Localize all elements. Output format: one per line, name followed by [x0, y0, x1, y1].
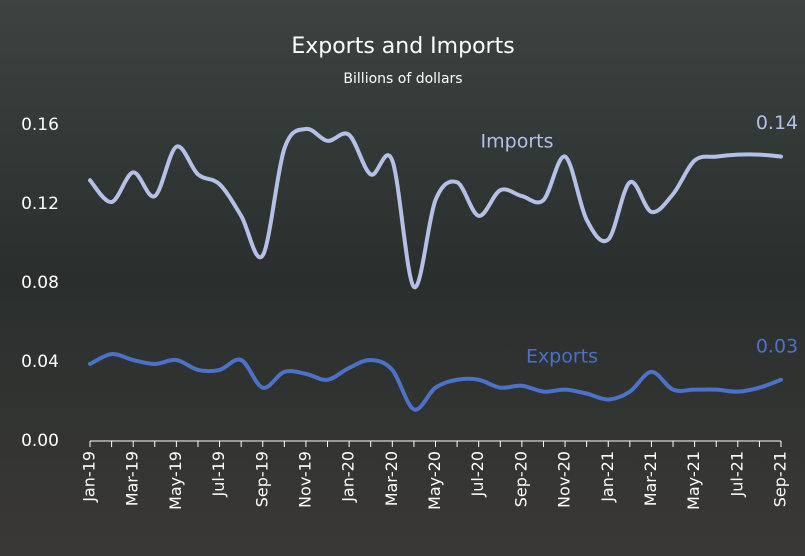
x-tick-label: Sep-19 [252, 451, 271, 507]
y-tick-label: 0.16 [21, 115, 59, 135]
x-tick-label: Mar-19 [123, 451, 142, 506]
series-label: Exports [526, 346, 598, 368]
data-label: 0.03 [756, 335, 798, 357]
x-tick-label: Jan-19 [80, 451, 99, 503]
x-tick-label: Mar-21 [641, 451, 660, 506]
x-tick-label: Sep-20 [511, 451, 530, 507]
x-tick-label: Mar-20 [382, 451, 401, 506]
y-tick-label: 0.12 [21, 194, 59, 214]
line [88, 352, 783, 412]
y-tick-label: 0.00 [21, 431, 59, 451]
chart-subtitle: Billions of dollars [343, 71, 462, 87]
x-tick-label: Nov-19 [295, 451, 314, 508]
x-tick-label: Sep-21 [771, 451, 790, 507]
data-label: 0.14 [756, 112, 798, 134]
x-tick-label: Jan-20 [339, 451, 358, 503]
x-tick-label: Jul-19 [209, 451, 228, 497]
x-tick-label: May-21 [684, 451, 703, 510]
x-tick-label: May-20 [425, 451, 444, 510]
x-tick-label: Jul-21 [727, 451, 746, 497]
chart-title: Exports and Imports [291, 34, 514, 59]
x-tick-label: Jul-20 [468, 451, 487, 497]
series-label: Imports [481, 131, 554, 153]
x-tick-label: May-19 [166, 451, 185, 510]
line [88, 126, 783, 289]
x-tick-label: Nov-20 [555, 451, 574, 508]
x-tick-label: Jan-21 [598, 451, 617, 503]
y-tick-label: 0.04 [21, 352, 59, 372]
y-tick-label: 0.08 [21, 273, 59, 293]
